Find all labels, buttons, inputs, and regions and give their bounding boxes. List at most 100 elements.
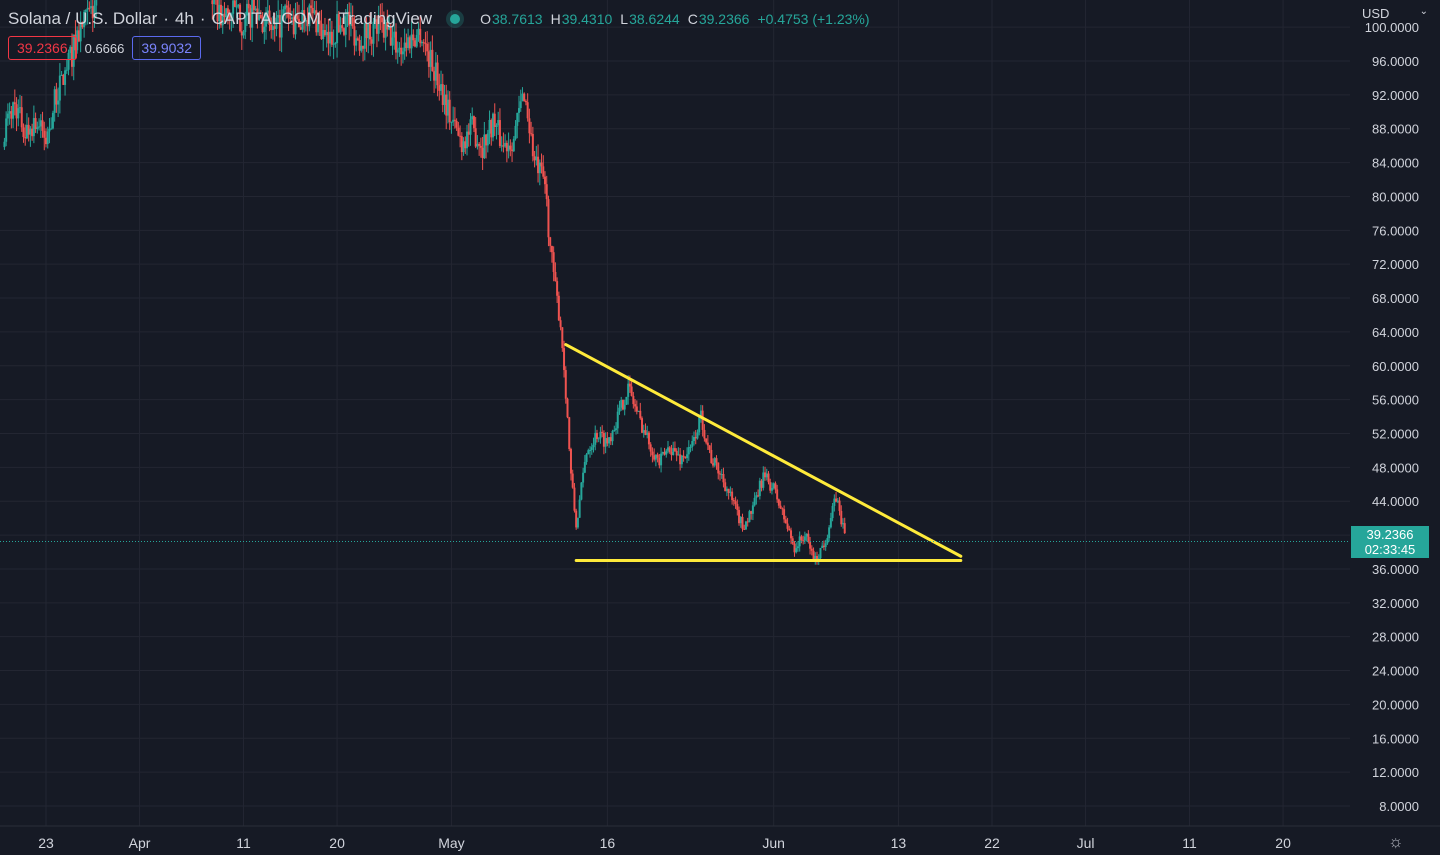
candle-body [838,500,841,511]
candle-body [235,6,238,8]
candle-body [384,22,387,38]
candle-body [65,69,68,71]
candle-body [531,133,534,157]
candle-body [753,497,756,506]
candle-body [301,10,304,30]
spread-value: 0.6666 [84,40,125,56]
candle-body [84,9,87,12]
candle-body [641,418,644,433]
candle-body [398,47,401,50]
candle-body [382,22,385,38]
candle-body [308,5,311,27]
separator: · [326,9,333,28]
candle-body [840,510,843,525]
candle-body [29,128,32,135]
candle-body [265,13,268,27]
candle-body [543,176,546,185]
interval[interactable]: 4h [174,9,194,28]
candle-body [360,45,363,51]
candle-body [346,11,349,17]
candle-body [24,137,27,139]
candle-body [791,538,794,544]
candle-body [587,450,590,455]
candle-body [278,15,281,38]
candle-body [601,431,604,433]
candle-body [625,396,628,405]
candle-body [448,99,451,123]
candle-body [476,143,479,147]
candle-body [381,17,384,23]
candle-body [401,51,404,55]
settings-gear-icon[interactable]: ☼ [1388,832,1404,851]
candle-body [320,23,323,40]
buy-button[interactable]: 39.9032 [132,36,201,60]
currency-selector[interactable]: USD ⌄ [1362,6,1432,21]
candle-body [814,556,817,560]
candle-body [225,8,228,18]
candle-body [377,16,380,34]
descending-trendline[interactable] [564,343,963,558]
candle-body [559,320,562,328]
candle-body [379,16,382,18]
market-open-icon [450,14,461,24]
candle-body [31,128,34,137]
candle-body [88,7,91,9]
candle-body [672,448,675,456]
candle-body [731,491,734,501]
candle-body [727,488,730,493]
candle-body [478,143,481,146]
candle-body [12,102,15,119]
candle-body [770,487,773,491]
candle-body [403,42,406,52]
candle-body [492,113,495,138]
candle-body [72,34,75,67]
candle-body [291,17,294,19]
candle-body [211,0,214,5]
change-value: +0.4753 (+1.23%) [757,11,870,27]
candle-body [318,20,321,24]
candle-body [765,473,768,478]
candle-body [741,516,744,529]
candle-body [580,482,583,500]
price-tick-label: 32.0000 [1372,596,1419,611]
candle-body [594,432,597,445]
candle-body [386,22,389,30]
symbol-name[interactable]: Solana / U.S. Dollar [8,9,158,28]
candle-body [280,15,283,38]
candle-body [414,40,417,47]
candle-body [694,437,697,439]
candle-body [764,472,767,478]
candle-body [841,523,844,525]
candle-body [466,131,469,149]
candle-body [796,546,799,549]
candle-body [45,137,47,145]
candle-body [538,162,541,174]
candle-body [349,17,352,26]
candle-body [547,199,550,238]
grid [0,0,1350,826]
candle-body [433,71,436,81]
candle-body [365,23,368,39]
candle-body [831,505,834,519]
candle-body [426,43,429,52]
candle-body [819,548,822,559]
sell-button[interactable]: 39.2366 [8,36,77,60]
candle-body [812,550,815,560]
candle-body [809,541,812,549]
candle-body [317,20,320,33]
candle-body [396,49,399,53]
candle-body [706,442,709,446]
candle-body [717,462,720,474]
candle-body [611,431,614,442]
candle-body [691,441,694,447]
candle-body [582,472,585,483]
candle-body [292,17,295,35]
candle-body [734,501,737,505]
candle-body [51,112,54,129]
candle-body [767,473,770,483]
candle-body [821,545,824,549]
candle-body [774,483,777,490]
candle-body [25,124,28,139]
candle-body [824,543,827,548]
